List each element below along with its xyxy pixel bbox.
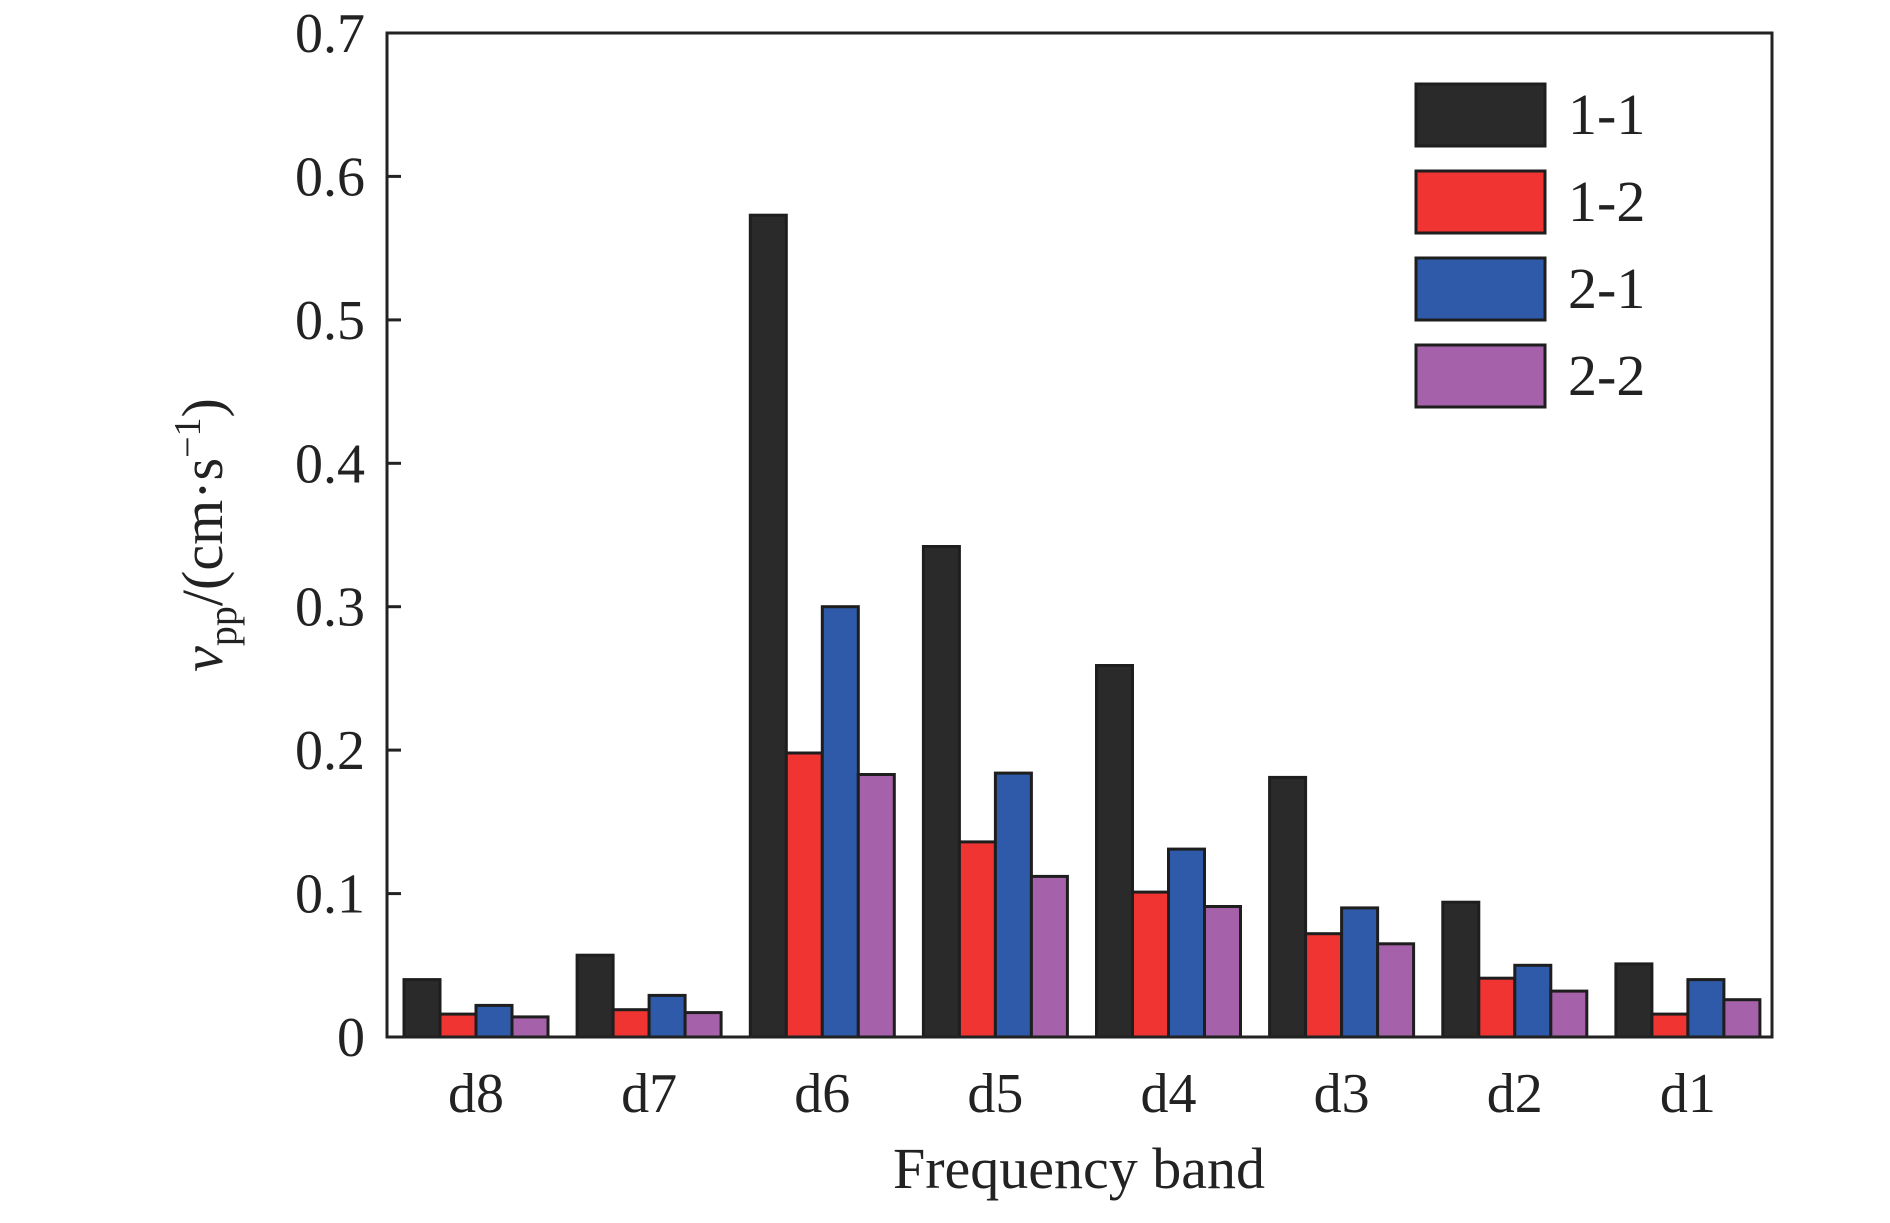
y-axis: 0 0.1 0.2 0.3 0.4 0.5 0.6 0.7 — [295, 3, 401, 1069]
x-tick-label-d5: d5 — [967, 1063, 1023, 1125]
legend-label-2-2: 2-2 — [1568, 343, 1645, 408]
y-tick-label: 0.5 — [295, 290, 365, 352]
bar-d4-series-1-2 — [1131, 890, 1170, 1039]
x-axis: d8 d7 d6 d5 d4 d3 d2 d1 — [448, 1063, 1716, 1125]
x-tick-label-d3: d3 — [1314, 1063, 1370, 1125]
bar-d5-series-2-1 — [993, 771, 1033, 1039]
bar-d8-series-2-2 — [510, 1015, 550, 1039]
bar-d2-series-1-2 — [1477, 976, 1517, 1039]
y-tick-label: 0 — [337, 1007, 365, 1069]
y-axis-title-unit-prefix: /(cm·s — [170, 458, 235, 606]
x-tick-label-d4: d4 — [1141, 1063, 1197, 1125]
bar-d4-series-2-2 — [1203, 905, 1242, 1039]
bar-d6-series-1-2 — [784, 751, 824, 1039]
x-tick-label-d2: d2 — [1487, 1063, 1543, 1125]
x-tick-label-d7: d7 — [621, 1063, 677, 1125]
bar-d2-series-2-1 — [1513, 963, 1553, 1039]
bar-d3-series-2-2 — [1376, 942, 1416, 1039]
bar-d2-series-1-1 — [1441, 900, 1481, 1039]
bar-d1-series-1-1 — [1614, 962, 1654, 1039]
y-tick-label: 0.1 — [295, 864, 365, 926]
x-tick-label-d6: d6 — [794, 1063, 850, 1125]
y-tick-label: 0.2 — [295, 720, 365, 782]
y-axis-title-subscript: pp — [200, 606, 245, 646]
bar-d6-series-1-1 — [748, 213, 788, 1039]
bar-d8-series-2-1 — [474, 1003, 514, 1039]
legend-swatch-1-2 — [1414, 169, 1547, 235]
bar-d7-series-1-2 — [611, 1008, 651, 1039]
bar-d3-series-1-2 — [1304, 932, 1344, 1039]
x-tick-label-d1: d1 — [1660, 1063, 1716, 1125]
y-axis-title-base: v — [170, 646, 235, 672]
bar-d7-series-2-1 — [647, 993, 687, 1039]
bar-d1-series-2-2 — [1722, 998, 1762, 1039]
bar-d3-series-2-1 — [1340, 906, 1380, 1039]
bar-d5-series-1-2 — [957, 840, 997, 1039]
plot-frame — [385, 31, 1774, 1039]
bar-d5-series-1-1 — [921, 545, 961, 1039]
legend-label-2-1: 2-1 — [1568, 256, 1645, 321]
y-tick-label: 0.3 — [295, 577, 365, 639]
bar-d6-series-2-1 — [820, 605, 860, 1039]
x-axis-title: Frequency band — [893, 1136, 1265, 1201]
y-tick-label: 0.6 — [295, 146, 365, 208]
y-axis-title-unit-superscript: −1 — [167, 417, 209, 457]
bar-d2-series-2-2 — [1549, 989, 1589, 1039]
bar-d7-series-1-1 — [575, 953, 615, 1039]
legend-label-1-2: 1-2 — [1568, 169, 1645, 234]
legend-label-1-1: 1-1 — [1568, 82, 1645, 147]
y-axis-title: vpp/(cm·s−1) — [167, 398, 245, 672]
bars-layer — [402, 213, 1762, 1039]
bar-d7-series-2-2 — [683, 1011, 723, 1039]
y-axis-title-unit-suffix: ) — [170, 398, 235, 417]
legend-swatch-1-1 — [1414, 82, 1547, 148]
bar-d1-series-1-2 — [1650, 1012, 1690, 1039]
bar-d1-series-2-1 — [1686, 978, 1726, 1039]
legend-swatch-2-1 — [1414, 256, 1547, 322]
bar-d3-series-1-1 — [1268, 775, 1308, 1039]
legend: 1-1 1-2 2-1 2-2 — [1414, 82, 1645, 409]
y-tick-label: 0.4 — [295, 433, 365, 495]
bar-d6-series-2-2 — [856, 773, 896, 1039]
y-tick-label: 0.7 — [295, 3, 365, 65]
bar-d8-series-1-2 — [438, 1012, 478, 1039]
x-tick-label-d8: d8 — [448, 1063, 504, 1125]
bar-d5-series-2-2 — [1029, 874, 1069, 1039]
bar-d8-series-1-1 — [402, 978, 442, 1039]
bar-d4-series-2-1 — [1167, 847, 1206, 1039]
legend-swatch-2-2 — [1414, 343, 1547, 409]
bar-d4-series-1-1 — [1095, 664, 1134, 1039]
